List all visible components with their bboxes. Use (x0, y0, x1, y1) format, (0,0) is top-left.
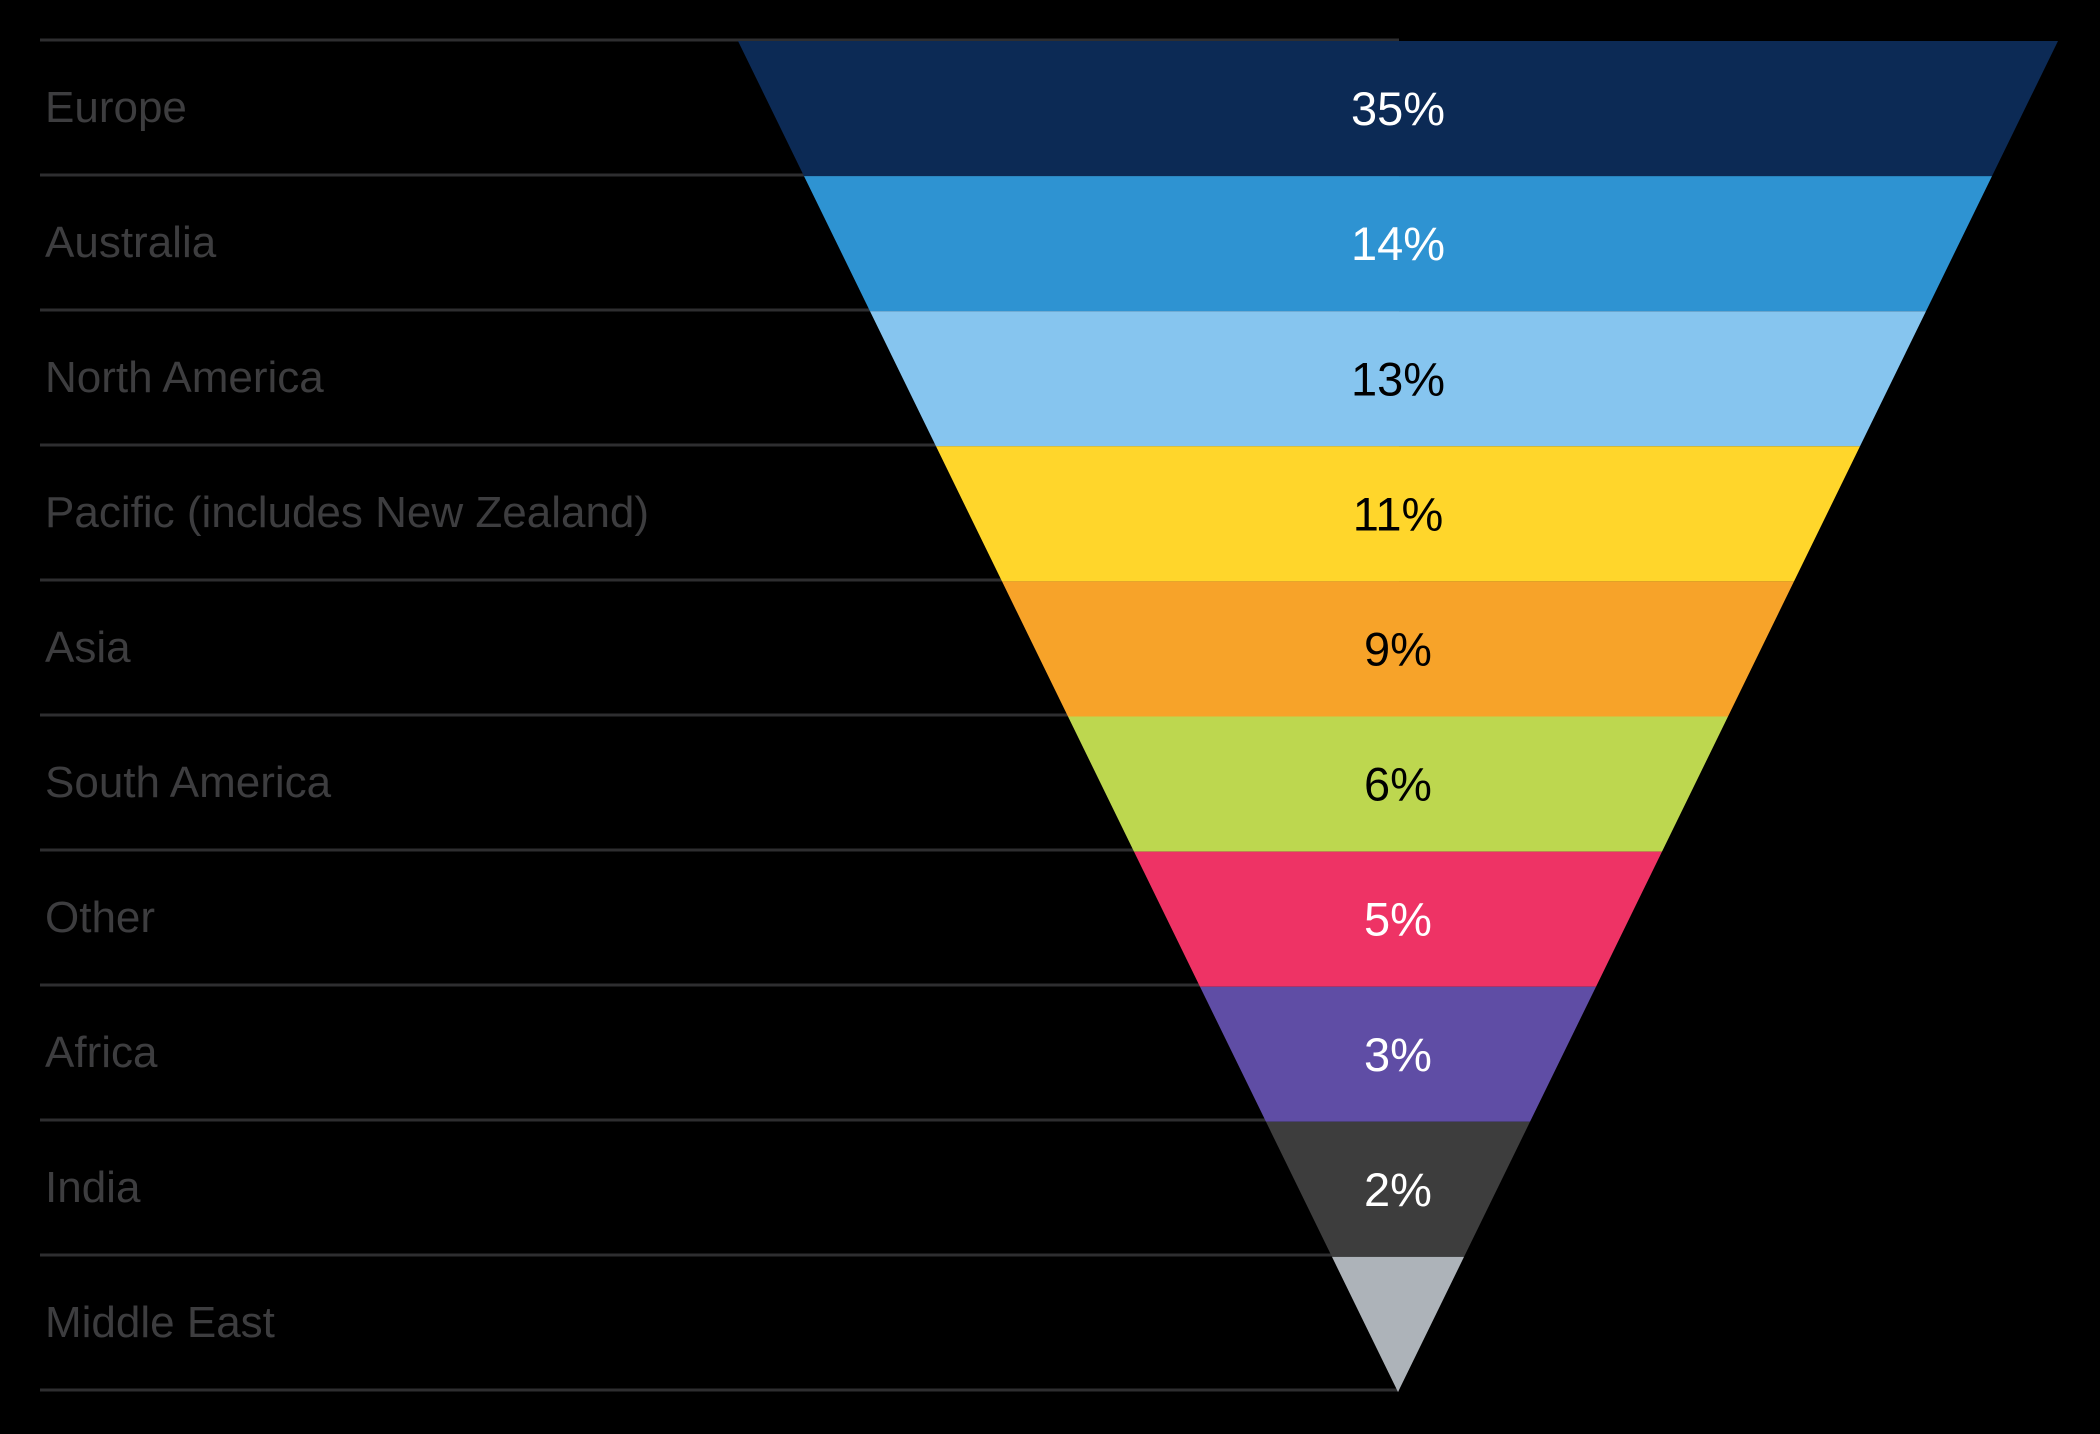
segment-value: 11% (1353, 487, 1444, 540)
category-label: Other (45, 893, 155, 942)
segment-value: 35% (1351, 82, 1445, 135)
category-label: Pacific (includes New Zealand) (45, 488, 649, 537)
category-label: India (45, 1163, 141, 1212)
category-label: South America (45, 758, 332, 807)
funnel-segment (1200, 986, 1596, 1122)
row-separators (40, 38, 1399, 1392)
category-label: Middle East (45, 1298, 275, 1347)
segment-value: 5% (1364, 893, 1432, 946)
funnel-segment (1068, 716, 1728, 852)
segment-value: 3% (1364, 1028, 1432, 1081)
segment-value: 9% (1364, 623, 1432, 676)
segment-value: 14% (1351, 217, 1445, 270)
category-label: Asia (45, 623, 131, 672)
category-labels: Europe Australia North America Pacific (… (45, 83, 649, 1347)
segment-value: 6% (1364, 758, 1432, 811)
funnel-segment (738, 41, 2058, 177)
segment-value-labels: 35% 14% 13% 11% 9% 6% 5% 3% 2% (1351, 82, 1445, 1216)
segment-value: 13% (1351, 352, 1445, 405)
category-label: North America (45, 353, 324, 402)
funnel-segment (936, 446, 1860, 582)
segment-value: 2% (1364, 1163, 1432, 1216)
category-label: Australia (45, 218, 217, 267)
funnel-segment (870, 311, 1926, 447)
funnel-segments (738, 41, 2058, 1392)
category-label: Africa (45, 1028, 158, 1077)
funnel-segment (804, 176, 1992, 312)
funnel-segment (1266, 1121, 1530, 1257)
category-label: Europe (45, 83, 187, 132)
funnel-segment (1002, 581, 1794, 717)
funnel-segment (1134, 851, 1662, 987)
funnel-segment (1332, 1256, 1464, 1392)
